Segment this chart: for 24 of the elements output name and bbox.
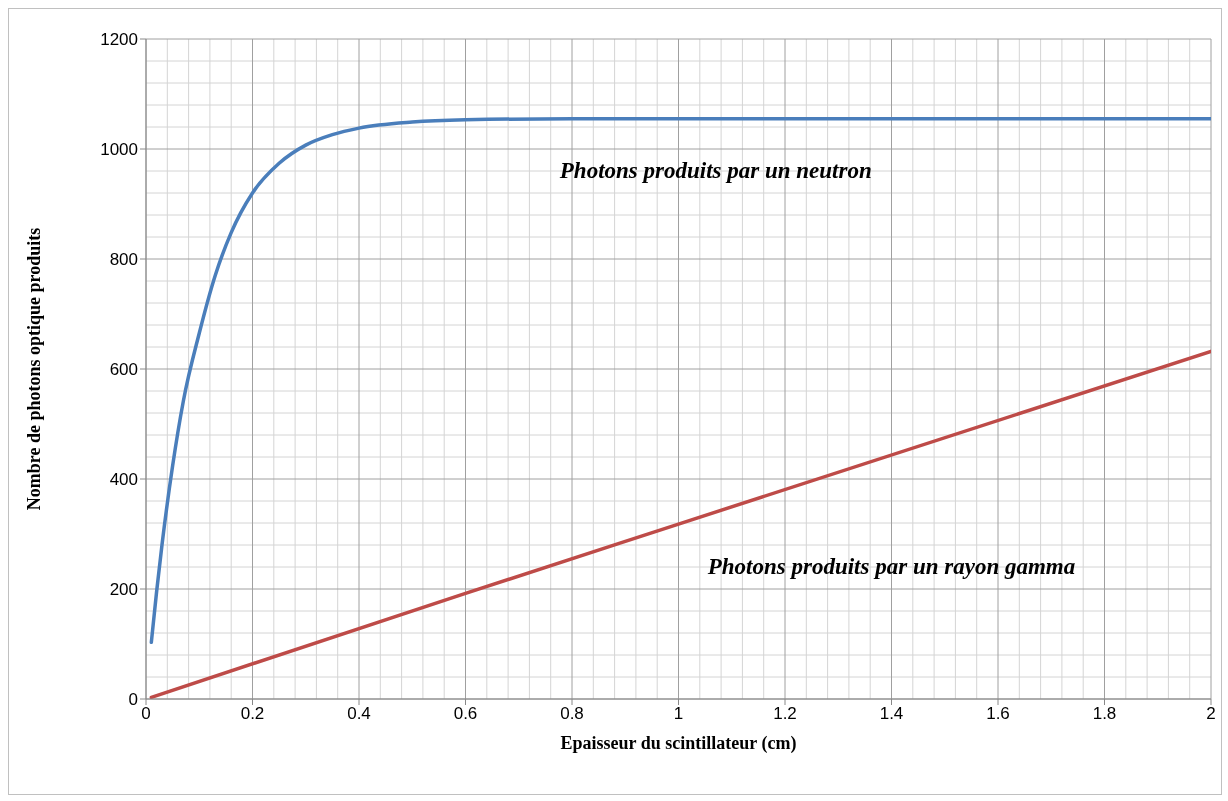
x-tick-label: 1.6 xyxy=(986,704,1010,724)
annotation: Photons produits par un rayon gamma xyxy=(707,554,1076,580)
x-tick-label: 0.4 xyxy=(347,704,371,724)
y-tick-label: 400 xyxy=(109,470,138,490)
annotation: Photons produits par un neutron xyxy=(559,158,872,184)
x-tick-label: 0.2 xyxy=(240,704,265,724)
line-series xyxy=(149,349,1211,699)
x-tick-label: 0 xyxy=(141,704,151,724)
y-tick-label: 0 xyxy=(128,690,138,710)
x-tick-label: 1 xyxy=(673,704,684,724)
x-tick-label: 1.4 xyxy=(879,704,904,724)
x-tick-label: 0.8 xyxy=(560,704,584,724)
y-axis-title: Nombre de photons optique produits xyxy=(24,227,45,511)
y-tick-label: 800 xyxy=(109,250,138,270)
x-tick-label: 0.6 xyxy=(453,704,478,724)
x-tick-label: 1.8 xyxy=(1092,704,1117,724)
y-tick-label: 1000 xyxy=(100,140,138,160)
y-tick-label: 1200 xyxy=(100,30,138,50)
x-tick-label: 1.2 xyxy=(773,704,797,724)
y-tick-label: 600 xyxy=(109,360,138,380)
x-axis-title: Epaisseur du scintillateur (cm) xyxy=(560,733,797,754)
line-series xyxy=(149,117,1211,645)
x-tick-label: 2 xyxy=(1206,704,1216,724)
y-tick-label: 200 xyxy=(109,580,138,600)
